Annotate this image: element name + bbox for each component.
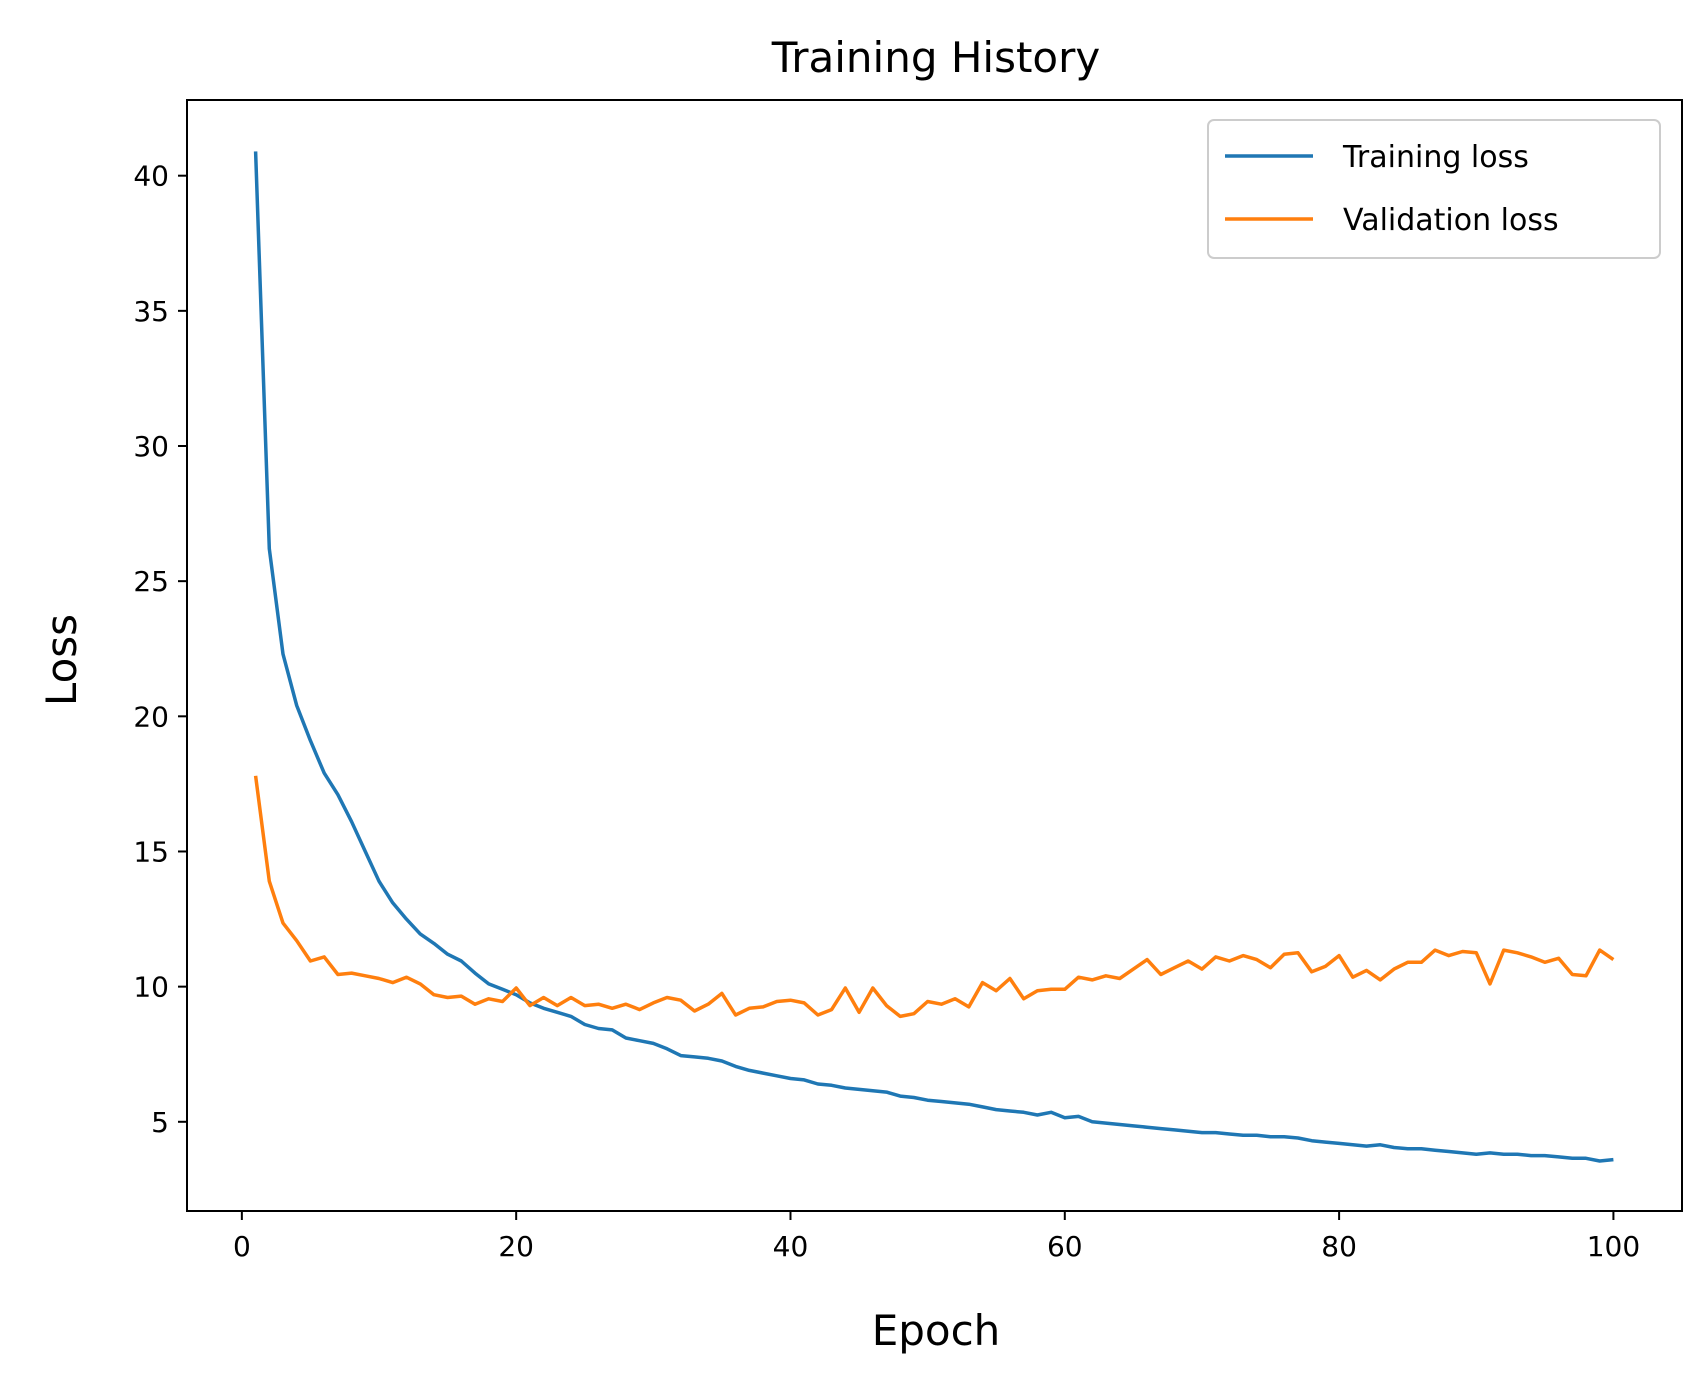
x-tick-label: 40 (773, 1230, 809, 1263)
y-tick-label: 40 (133, 160, 169, 193)
legend-label-validation-loss: Validation loss (1343, 203, 1559, 238)
y-tick-label: 25 (133, 565, 169, 598)
x-tick-label: 80 (1321, 1230, 1357, 1263)
chart-title: Training History (771, 33, 1101, 82)
legend-box (1207, 119, 1661, 259)
x-tick-label: 100 (1587, 1230, 1640, 1263)
y-axis-label: Loss (37, 614, 86, 706)
y-tick-label: 20 (133, 700, 169, 733)
series-lines (253, 151, 1615, 1163)
x-axis: 0 20 40 60 80 100 (233, 1211, 1640, 1263)
legend: Training loss Validation loss (1207, 119, 1661, 259)
y-tick-label: 15 (133, 835, 169, 868)
y-axis: 5 10 15 20 25 30 35 40 (133, 160, 187, 1139)
y-tick-label: 5 (151, 1106, 169, 1139)
y-tick-label: 35 (133, 295, 169, 328)
x-tick-label: 20 (498, 1230, 534, 1263)
plot-area-frame (186, 99, 1683, 1212)
x-tick-label: 0 (233, 1230, 251, 1263)
legend-label-training-loss: Training loss (1342, 140, 1529, 175)
y-tick-label: 30 (133, 430, 169, 463)
training-loss-line (253, 151, 1614, 1163)
y-tick-label: 10 (133, 971, 169, 1004)
validation-loss-line (253, 775, 1615, 1019)
x-axis-label: Epoch (872, 1306, 1001, 1355)
x-tick-label: 60 (1047, 1230, 1083, 1263)
